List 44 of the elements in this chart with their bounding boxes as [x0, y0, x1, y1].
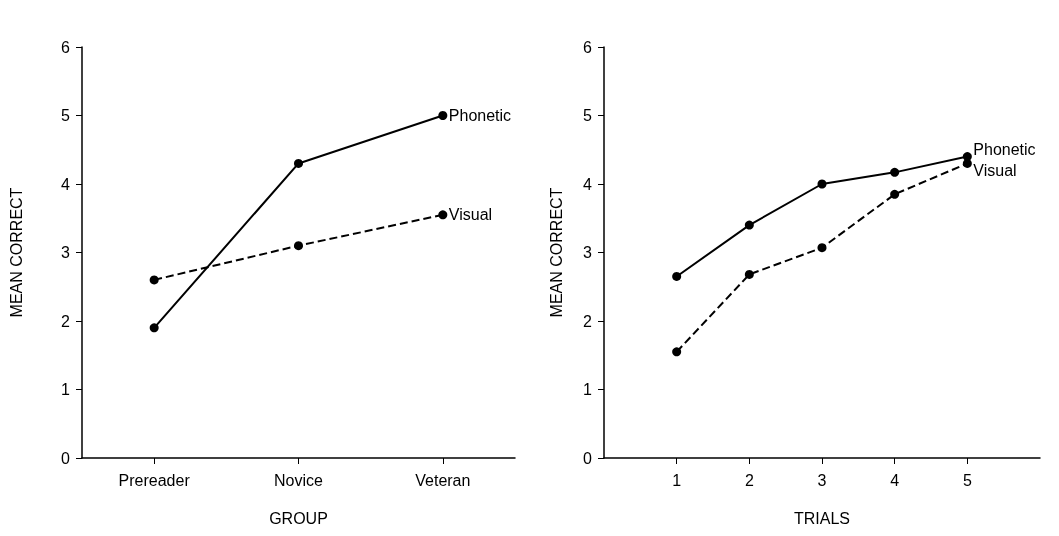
- point: [890, 189, 900, 199]
- y-tick-label: 3: [61, 244, 71, 261]
- x-tick-label: Novice: [274, 471, 324, 489]
- point: [149, 275, 159, 285]
- point: [438, 210, 448, 220]
- x-tick-label: 4: [890, 471, 900, 489]
- y-tick-label: 5: [61, 107, 71, 124]
- point: [817, 243, 827, 253]
- y-axis-title: MEAN CORRECT: [7, 187, 25, 318]
- point: [744, 269, 754, 279]
- series-label: Visual: [973, 161, 1017, 179]
- y-tick-label: 0: [583, 449, 593, 467]
- series-label: Phonetic: [448, 107, 512, 124]
- point: [744, 220, 754, 230]
- point: [890, 167, 900, 177]
- x-tick-label: Prereader: [118, 471, 191, 489]
- y-tick-label: 1: [583, 381, 593, 398]
- x-axis-title: TRIALS: [793, 509, 851, 527]
- y-tick-label: 5: [583, 107, 593, 124]
- point: [149, 323, 159, 333]
- point: [438, 111, 448, 120]
- series-label: Visual: [448, 206, 493, 224]
- y-tick-label: 4: [61, 175, 71, 193]
- x-tick-label: 5: [962, 471, 972, 489]
- point: [294, 241, 303, 251]
- y-tick-label: 6: [583, 38, 593, 56]
- x-axis-title: GROUP: [269, 509, 328, 527]
- x-tick-label: 2: [744, 471, 754, 489]
- y-tick-label: 4: [583, 175, 593, 193]
- series-label: Phonetic: [973, 141, 1036, 159]
- point: [817, 179, 827, 189]
- x-tick-label: 3: [817, 471, 827, 489]
- x-tick-label: 1: [672, 471, 682, 489]
- x-tick-label: Veteran: [415, 471, 471, 489]
- y-tick-label: 0: [61, 449, 71, 467]
- y-tick-label: 2: [583, 312, 593, 330]
- point: [672, 347, 682, 357]
- y-tick-label: 3: [583, 244, 593, 261]
- y-axis-title: MEAN CORRECT: [547, 187, 565, 318]
- point: [672, 271, 682, 281]
- point: [294, 158, 303, 168]
- y-tick-label: 2: [61, 312, 71, 330]
- y-tick-label: 6: [61, 38, 71, 56]
- y-tick-label: 1: [61, 381, 71, 398]
